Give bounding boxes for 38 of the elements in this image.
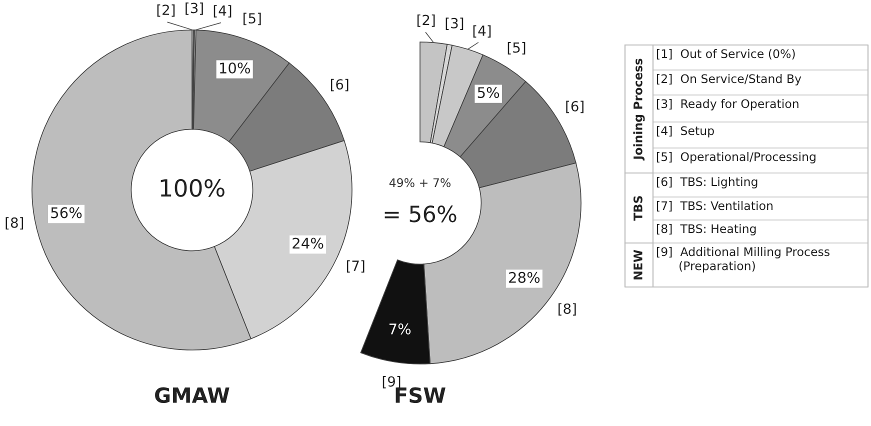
data-label: 24% [292, 238, 324, 249]
text: [3] Ready for Operation [657, 99, 798, 110]
slice-label: [6] [330, 78, 348, 92]
slice-label: [2] [417, 14, 435, 27]
data-label: 7% [389, 323, 411, 334]
slice-label: [8] [6, 217, 24, 230]
text: FSW [396, 387, 446, 404]
data-label: 28% [509, 272, 540, 283]
text: 49% + 7% [389, 178, 451, 188]
text: [7] TBS: Ventilation [657, 201, 772, 212]
text: [4] Setup [657, 126, 714, 138]
text: [5] Operational/Processing [657, 152, 816, 164]
text: [1] Out of Service (0%) [657, 49, 795, 60]
text: [9] Additional Milling Process [657, 247, 830, 258]
text: [2] On Service/Stand By [657, 74, 802, 86]
slice-label: [5] [508, 42, 526, 54]
slice-label: [8] [558, 303, 576, 316]
slice-label: [7] [346, 260, 364, 273]
text: [8] TBS: Heating [657, 224, 756, 236]
text: [6] TBS: Lighting [657, 177, 758, 188]
text: NEW [634, 250, 642, 280]
data-label: 10% [220, 62, 250, 74]
text: TBS [633, 196, 642, 221]
data-label: 5% [478, 87, 500, 98]
slice-label: [5] [244, 12, 261, 26]
text: GMAW [155, 387, 230, 404]
text: Joining Process [633, 58, 645, 160]
slice-label: [3] [186, 2, 203, 15]
slice-label: [3] [446, 18, 464, 30]
text: (Preparation) [680, 261, 755, 273]
slice-label: [6] [566, 100, 584, 114]
text: 100% [160, 178, 224, 197]
slice-label: [4] [214, 5, 232, 18]
data-label: 56% [51, 207, 82, 218]
slice-label: [4] [473, 25, 491, 38]
slice-label: [2] [157, 4, 175, 17]
text: = 56% [384, 206, 456, 222]
slice-label: [9] [382, 376, 400, 388]
